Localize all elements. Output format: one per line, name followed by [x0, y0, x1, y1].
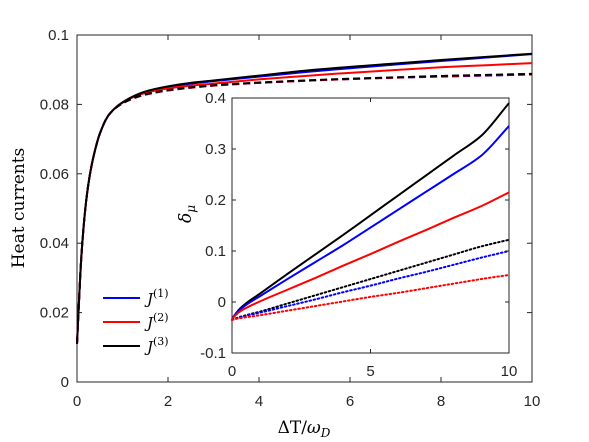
main-y-tick-label: 0.06: [40, 166, 69, 183]
legend-entry-label: J(1): [144, 287, 169, 308]
main-y-tick-label: 0.04: [40, 235, 69, 252]
inset-series: [231, 102, 510, 321]
inset-y-tick-label: 0.1: [205, 243, 226, 260]
legend-entry-label: J(2): [144, 311, 169, 332]
main-x-tick-label: 8: [437, 393, 445, 410]
inset-y-tick-label: 0.2: [205, 192, 226, 209]
inset-x-tick-label: 5: [366, 363, 374, 380]
inset-ticks: 0 5 10-0.100.10.20.30.4: [200, 90, 517, 380]
inset-y-tick-label: 0: [218, 294, 226, 311]
legend-entry-symbol: J: [144, 314, 154, 332]
main-x-axis-label: ΔT/ωD: [278, 418, 331, 440]
inset-y-tick-label: -0.1: [200, 345, 226, 362]
main-y-tick-label: 0: [61, 374, 69, 391]
inset-series-line-0: [231, 102, 510, 320]
inset-series-line-5: [231, 273, 510, 321]
main-x-tick-label: 6: [346, 393, 354, 410]
main-y-tick-label: 0.08: [40, 96, 69, 113]
main-series-line-5: [76, 72, 533, 344]
inset-series-line-2: [231, 191, 510, 320]
main-ticks: 0 2 4 6 8 10 0 0.02 0.04 0.06 0.08 0.1: [40, 27, 541, 410]
legend: J(1)J(2)J(3): [103, 287, 169, 356]
legend-entry-symbol: J: [144, 290, 154, 308]
inset-series-line-4: [231, 250, 510, 321]
legend-entry-superscript: (2): [153, 311, 169, 324]
main-x-tick-label: 2: [164, 393, 172, 410]
inset-series-line-1: [231, 125, 510, 320]
legend-entry-superscript: (1): [153, 287, 169, 300]
legend-entry-label: J(3): [144, 335, 169, 356]
main-y-axis-label: Heat currents: [9, 148, 29, 269]
inset-y-tick-label: 0.4: [205, 90, 226, 107]
inset-y-axis-label: δμ: [176, 205, 198, 223]
main-series: [76, 52, 533, 344]
inset-x-tick-label: 0: [228, 363, 236, 380]
main-y-tick-label: 0.1: [48, 27, 69, 44]
legend-entry-symbol: J: [144, 338, 154, 356]
main-x-tick-label: 4: [255, 393, 263, 410]
main-y-tick-label: 0.02: [40, 305, 69, 322]
main-x-tick-label: 10: [524, 393, 541, 410]
legend-entry-superscript: (3): [153, 335, 169, 348]
inset-y-tick-label: 0.3: [205, 141, 226, 158]
inset-plot-area: [231, 97, 510, 354]
main-x-tick-label: 0: [73, 393, 81, 410]
inset-x-tick-label: 10: [501, 363, 518, 380]
